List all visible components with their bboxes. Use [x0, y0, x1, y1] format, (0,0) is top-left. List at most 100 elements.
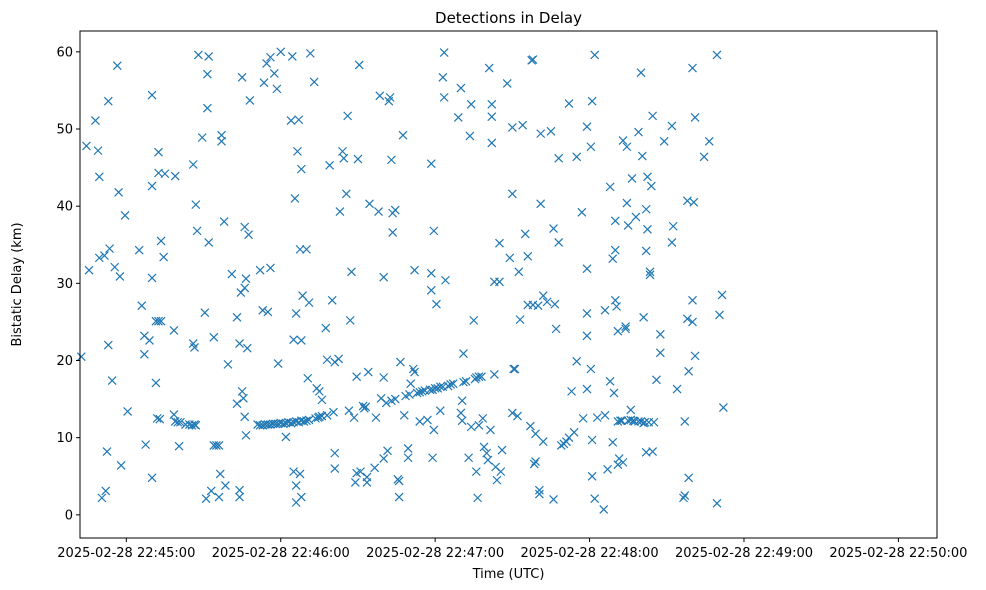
data-point [495, 277, 504, 287]
y-axis-ticks: 0 10 20 30 40 50 60 [56, 45, 80, 523]
data-point [406, 379, 416, 389]
data-point [471, 467, 481, 477]
data-point [690, 351, 700, 361]
data-point [617, 416, 627, 426]
data-point [600, 410, 610, 420]
x-tick-label: 2025-02-28 22:45:00 [57, 546, 195, 561]
data-point [371, 413, 381, 423]
data-point [302, 244, 311, 254]
data-point [356, 467, 365, 477]
data-point [582, 122, 592, 132]
data-point [425, 385, 435, 395]
data-point [299, 417, 309, 426]
data-point [586, 364, 596, 374]
data-point [147, 181, 157, 191]
data-point [423, 415, 432, 425]
data-point [630, 417, 640, 426]
data-point [242, 343, 252, 353]
x-tick-label: 2025-02-28 22:47:00 [366, 546, 504, 561]
data-point [327, 295, 337, 305]
data-point [492, 475, 502, 485]
data-point [489, 369, 499, 379]
data-point [403, 453, 413, 463]
data-point [321, 323, 331, 333]
data-point [680, 491, 690, 500]
data-point [507, 123, 517, 132]
data-point [193, 50, 203, 60]
data-point [266, 263, 275, 273]
data-point [446, 380, 456, 389]
data-point [542, 297, 552, 307]
data-point [152, 413, 162, 423]
data-point [266, 52, 275, 62]
data-point [97, 493, 107, 503]
data-point [343, 111, 353, 121]
data-point [295, 244, 305, 254]
data-point [200, 308, 210, 318]
data-point [232, 399, 242, 409]
data-point [626, 405, 636, 415]
data-point [335, 207, 345, 216]
data-point [188, 160, 198, 169]
data-point [688, 63, 697, 73]
data-point [345, 315, 355, 325]
data-point [426, 268, 436, 278]
data-point [497, 445, 507, 455]
data-point [240, 283, 250, 293]
data-point [426, 159, 436, 169]
data-point [390, 394, 400, 404]
data-point [173, 417, 183, 427]
data-point [690, 113, 700, 122]
data-point [415, 417, 425, 426]
data-point [668, 221, 678, 231]
data-point [217, 130, 226, 140]
data-point [302, 416, 311, 426]
data-point [151, 378, 161, 388]
data-point [120, 211, 130, 220]
data-point [600, 305, 610, 315]
data-point [655, 348, 665, 358]
data-point [426, 285, 436, 295]
data-point [112, 61, 122, 71]
data-point [263, 307, 273, 317]
chart-title: Detections in Delay [435, 9, 582, 27]
data-point [287, 52, 297, 61]
data-point [415, 387, 425, 397]
data-point [457, 396, 467, 406]
data-point [103, 96, 113, 106]
data-point [484, 63, 494, 73]
data-point [610, 245, 620, 255]
data-point [365, 199, 374, 209]
data-point [232, 312, 242, 322]
data-point [390, 205, 400, 215]
data-point [354, 60, 364, 70]
data-point [314, 386, 324, 396]
y-axis-label: Bistatic Delay (km) [10, 222, 25, 346]
x-axis-label: Time (UTC) [472, 567, 545, 582]
data-point [379, 373, 389, 382]
data-point [680, 417, 690, 426]
data-point [443, 381, 453, 391]
data-point [272, 84, 282, 94]
data-point [464, 453, 474, 463]
data-point [293, 146, 302, 156]
data-point [534, 485, 544, 495]
data-point [330, 464, 340, 473]
data-point [330, 448, 340, 458]
data-point [174, 441, 184, 451]
data-point [339, 153, 349, 163]
data-point [523, 251, 533, 261]
data-point [525, 421, 535, 431]
data-point [712, 498, 722, 508]
data-point [115, 271, 125, 281]
data-point [289, 467, 299, 477]
data-point [105, 244, 115, 254]
data-point [347, 267, 356, 277]
data-point [241, 274, 251, 284]
data-point [634, 127, 643, 137]
data-point [388, 227, 398, 237]
data-point [341, 189, 351, 199]
data-point [201, 494, 211, 504]
data-point [655, 329, 665, 339]
data-point [258, 305, 268, 315]
